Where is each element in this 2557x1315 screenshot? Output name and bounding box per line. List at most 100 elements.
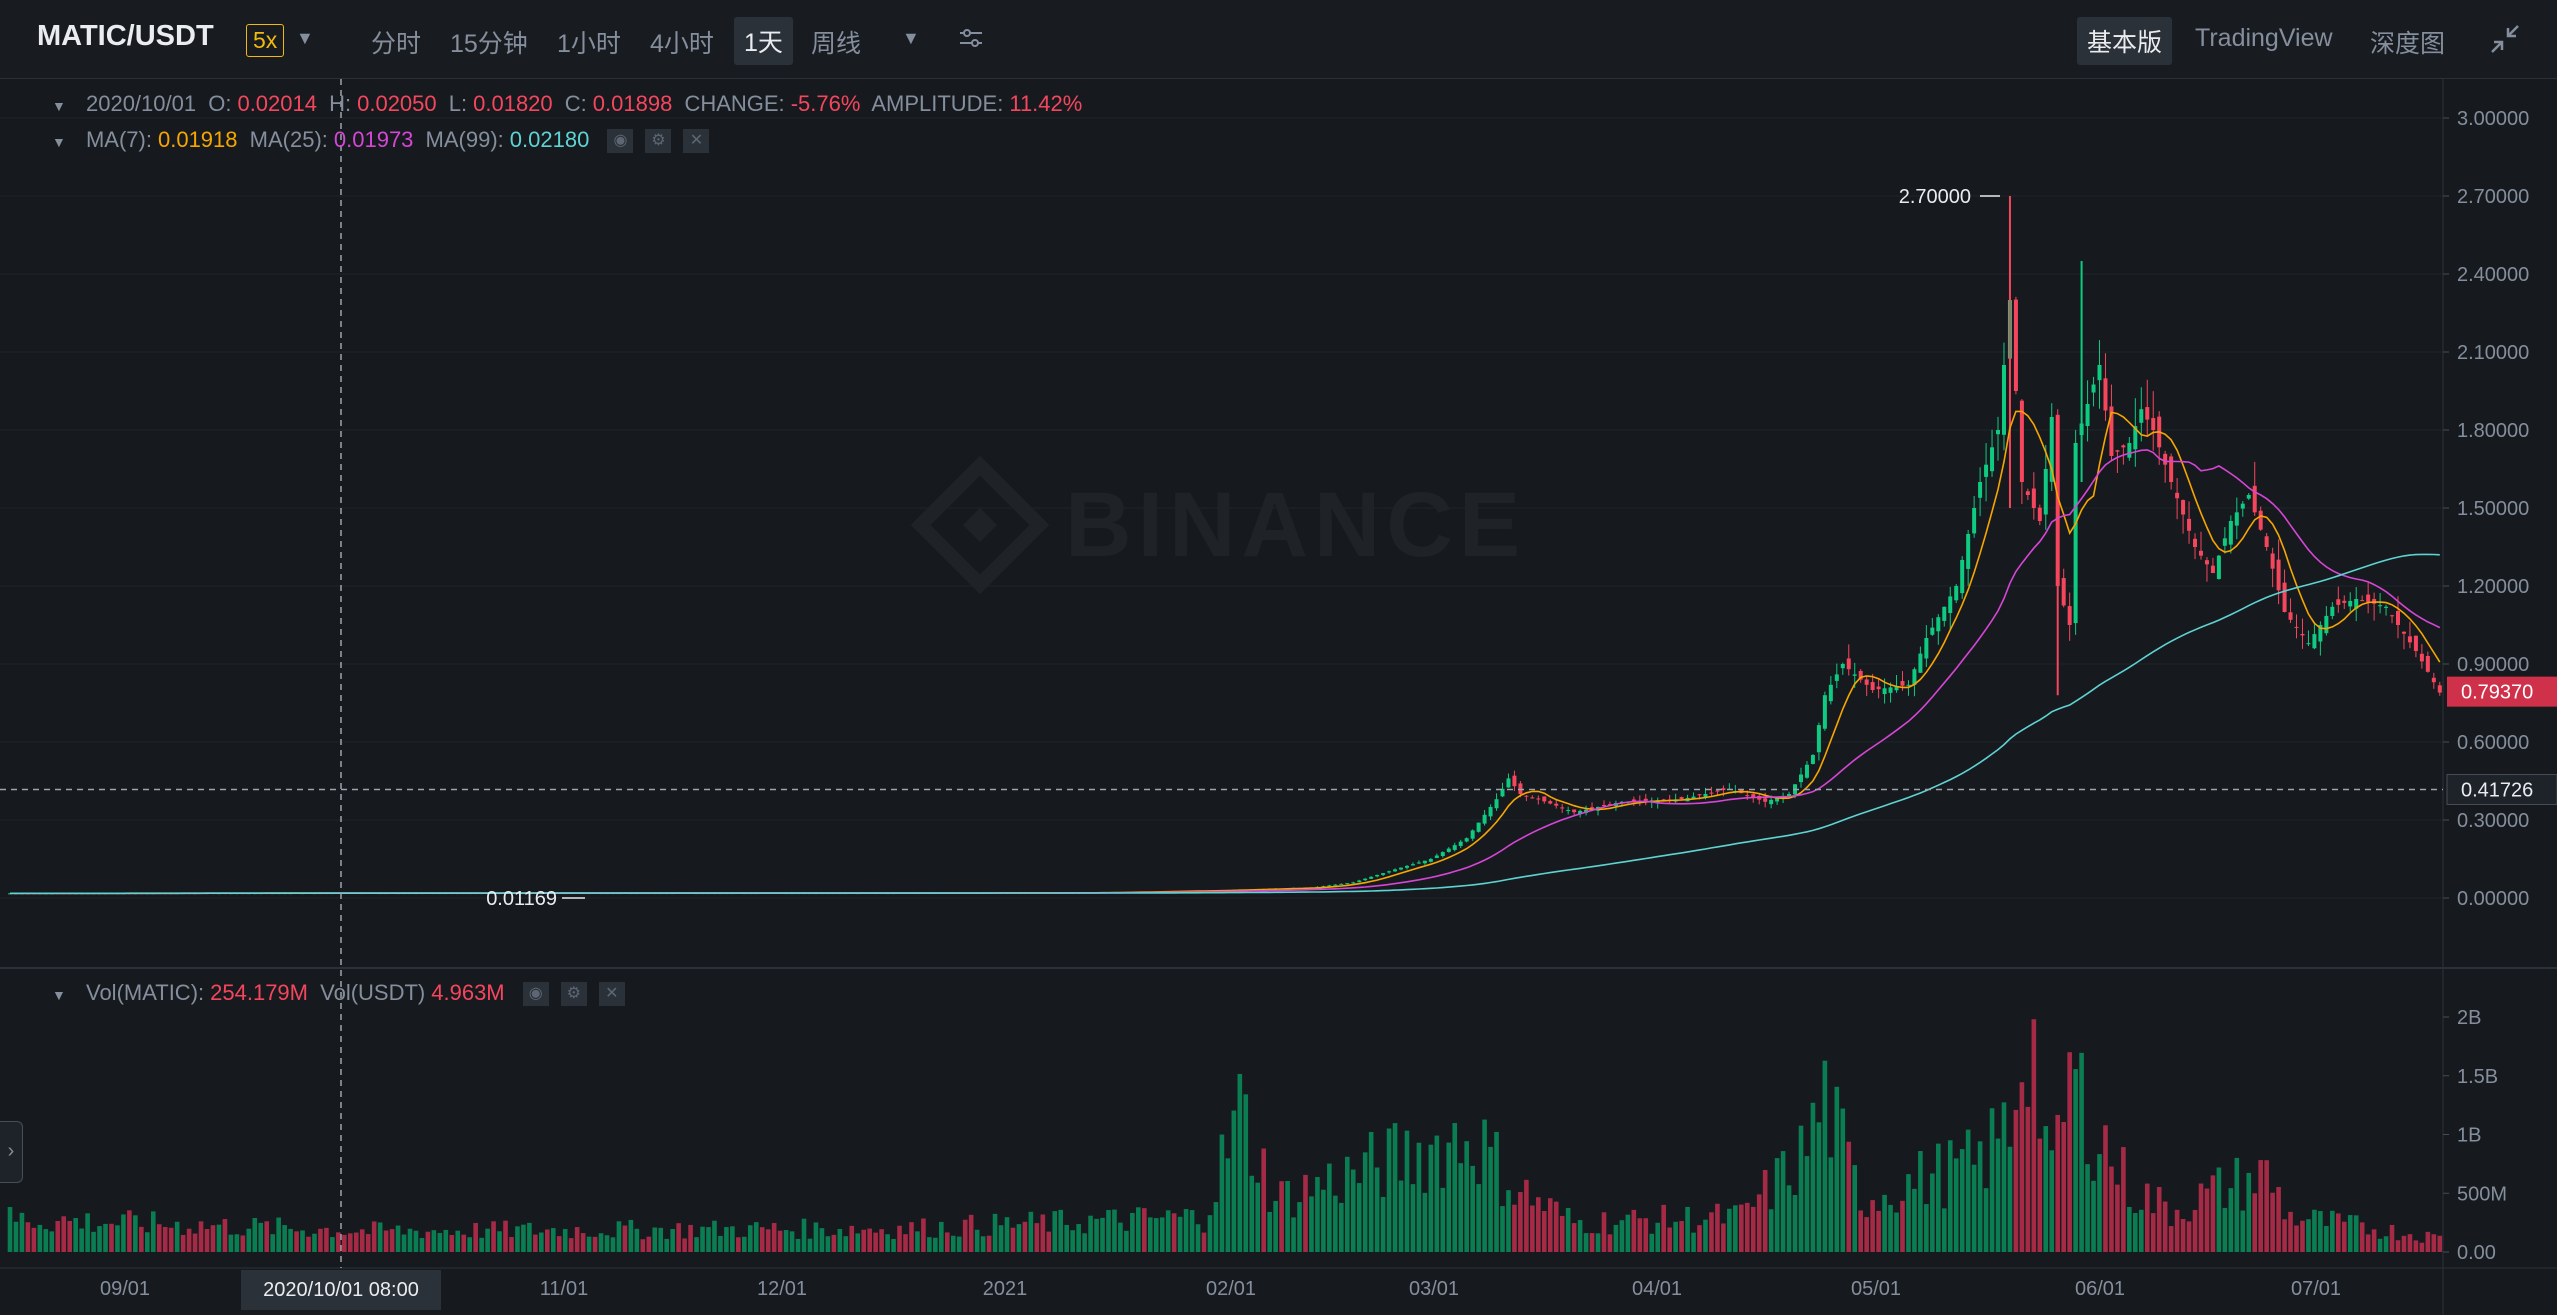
candle-body (1948, 596, 1953, 614)
volume-bar (1894, 1212, 1899, 1252)
trading-pair[interactable]: MATIC/USDT (37, 20, 214, 52)
candle-body (1458, 841, 1463, 846)
volume-bar (330, 1237, 335, 1252)
last-price-tag (2447, 676, 2557, 707)
collapse-icon[interactable] (2488, 22, 2522, 61)
view-depth-tab[interactable]: 深度图 (2370, 30, 2446, 58)
volume-bar (1768, 1209, 1774, 1252)
volume-bar (2377, 1238, 2383, 1252)
volume-toggle-icon[interactable]: ▼ (52, 987, 66, 1003)
candle-body (2151, 418, 2156, 430)
interval-tab[interactable]: 15分钟 (450, 30, 528, 58)
candle-body (2133, 426, 2138, 450)
volume-bar (2240, 1210, 2246, 1252)
volume-bar (1679, 1221, 1684, 1252)
eye-icon[interactable]: ◉ (607, 129, 634, 154)
volume-bar (1470, 1165, 1475, 1252)
candle-body (2085, 404, 2090, 427)
volume-bar (401, 1234, 407, 1252)
settings-icon[interactable]: ⚙ (560, 982, 587, 1007)
volume-bar (2252, 1193, 2258, 1252)
volume-bar (1076, 1224, 1081, 1252)
candle-body (2139, 409, 2144, 423)
expand-panel-button[interactable]: › (0, 1121, 23, 1183)
interval-tab[interactable]: 1小时 (557, 30, 621, 58)
ma-toggle-icon[interactable]: ▼ (52, 134, 66, 150)
volume-bar (1356, 1183, 1362, 1252)
volume-bar (568, 1238, 574, 1252)
price-tick-label: 0.90000 (2457, 654, 2529, 676)
candle-body (1924, 638, 1929, 659)
view-tradingview-tab[interactable]: TradingView (2195, 24, 2333, 52)
volume-bar (598, 1233, 604, 1252)
volume-bar (1619, 1220, 1625, 1252)
volume-bar (2198, 1183, 2204, 1252)
view-basic-tab[interactable]: 基本版 (2077, 17, 2173, 65)
candle-body (1966, 534, 1971, 569)
interval-tab[interactable]: 4小时 (650, 30, 714, 58)
volume-tick-label: 2B (2457, 1007, 2481, 1029)
volume-bar (783, 1230, 789, 1252)
interval-tab-active[interactable]: 1天 (734, 17, 793, 65)
candle-body (1852, 674, 1857, 676)
volume-bar (676, 1223, 681, 1252)
candle-body (1769, 799, 1774, 805)
volume-bar (419, 1238, 425, 1252)
volume-bar (1553, 1201, 1559, 1252)
volume-bar (903, 1234, 908, 1252)
volume-bar (115, 1225, 120, 1252)
volume-bar (2401, 1235, 2407, 1252)
candle-body (2210, 565, 2215, 573)
volume-bar (407, 1228, 413, 1252)
volume-bar (37, 1224, 43, 1252)
candle-body (1339, 883, 1344, 885)
ohlc-legend: ▼ 2020/10/01 O: 0.02014 H: 0.02050 L: 0.018… (52, 91, 1088, 117)
interval-dropdown-icon[interactable]: ▼ (902, 28, 920, 48)
volume-bar (1225, 1158, 1231, 1252)
ma99-line (10, 553, 2440, 895)
candle-body (1566, 810, 1571, 812)
eye-icon[interactable]: ◉ (522, 982, 549, 1007)
volume-layer (7, 1019, 2443, 1252)
candle-body (1548, 801, 1553, 804)
volume-bar (1321, 1189, 1326, 1252)
leverage-badge[interactable]: 5x (246, 24, 285, 57)
candle-body (2419, 653, 2424, 662)
pair-dropdown-icon[interactable]: ▼ (296, 28, 314, 48)
volume-bar (1303, 1174, 1308, 1252)
candle-body (2336, 599, 2341, 605)
legend-toggle-icon[interactable]: ▼ (52, 98, 66, 114)
volume-bar (610, 1237, 616, 1252)
volume-bar (2425, 1231, 2431, 1252)
interval-tab[interactable]: 分时 (371, 30, 422, 58)
volume-bar (2234, 1157, 2240, 1252)
volume-bar (2097, 1154, 2102, 1252)
candle-body (1428, 859, 1433, 862)
volume-bar (156, 1224, 162, 1252)
candle-body (2360, 600, 2365, 602)
candle-body (1804, 764, 1809, 778)
volume-bar (2258, 1160, 2263, 1252)
kline-chart[interactable]: BINANCE 3.00000 2.70000 2.40000 2.10000 1.80… (0, 79, 2557, 1315)
price-tick-label: 0.00000 (2457, 888, 2529, 910)
high-value: 0.02050 (357, 91, 437, 116)
volume-bar (2103, 1125, 2108, 1252)
indicator-settings-icon[interactable] (957, 24, 985, 57)
binance-logo-icon (910, 455, 1050, 595)
volume-bar (2336, 1213, 2341, 1252)
candle-body (1679, 797, 1684, 800)
volume-bar (2055, 1114, 2061, 1252)
volume-bar (706, 1227, 711, 1252)
close-icon[interactable]: ✕ (683, 129, 710, 154)
volume-bar (246, 1228, 252, 1252)
volume-bar (2306, 1219, 2311, 1252)
close-icon[interactable]: ✕ (598, 982, 625, 1007)
volume-bar (1786, 1185, 1792, 1252)
cursor-date-tag (241, 1270, 441, 1310)
candle-body (1978, 482, 1983, 498)
ma7-value: 0.01918 (157, 127, 238, 152)
volume-bar (431, 1230, 437, 1252)
settings-icon[interactable]: ⚙ (645, 129, 672, 154)
interval-tab[interactable]: 周线 (811, 30, 862, 58)
volume-bar (2395, 1240, 2401, 1252)
